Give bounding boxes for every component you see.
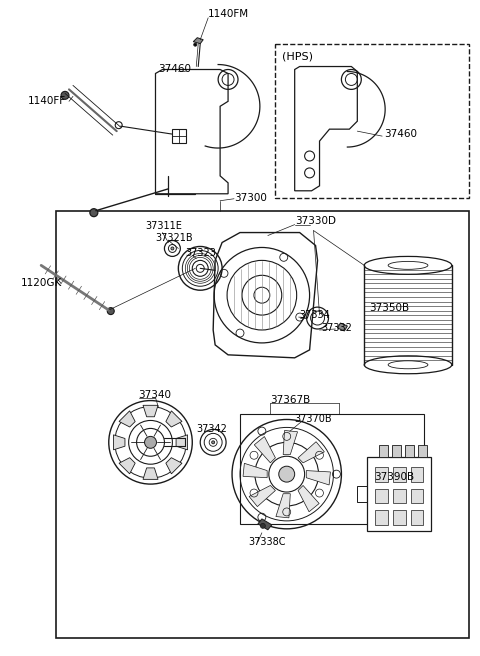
Bar xyxy=(392,445,401,457)
Text: 1120GK: 1120GK xyxy=(21,278,62,288)
Polygon shape xyxy=(166,458,182,474)
Bar xyxy=(367,457,432,531)
Text: 37311E: 37311E xyxy=(145,220,182,231)
Text: 37367B: 37367B xyxy=(270,394,310,405)
Circle shape xyxy=(194,43,197,46)
Polygon shape xyxy=(193,37,203,44)
Text: 37323: 37323 xyxy=(185,249,216,258)
Text: 37330D: 37330D xyxy=(295,216,336,226)
Polygon shape xyxy=(337,323,348,331)
Polygon shape xyxy=(298,441,324,463)
Circle shape xyxy=(61,91,69,99)
Polygon shape xyxy=(176,435,188,450)
Text: (HPS): (HPS) xyxy=(282,52,313,62)
Bar xyxy=(410,510,423,525)
Text: 37350B: 37350B xyxy=(369,303,409,313)
Bar xyxy=(393,489,406,503)
Bar xyxy=(379,445,388,457)
Polygon shape xyxy=(306,470,330,485)
Circle shape xyxy=(279,466,295,482)
Polygon shape xyxy=(276,494,290,518)
Polygon shape xyxy=(143,468,158,480)
Bar xyxy=(240,415,424,524)
Polygon shape xyxy=(113,435,125,450)
Circle shape xyxy=(212,441,215,444)
Text: 37334: 37334 xyxy=(300,310,330,320)
Text: 37460: 37460 xyxy=(158,64,192,73)
Bar xyxy=(410,489,423,503)
Bar xyxy=(56,211,468,638)
Text: 37340: 37340 xyxy=(139,390,171,400)
Circle shape xyxy=(171,247,174,250)
Text: 37370B: 37370B xyxy=(295,415,332,424)
Text: 37390B: 37390B xyxy=(374,472,414,482)
Polygon shape xyxy=(283,430,298,455)
Polygon shape xyxy=(119,458,135,474)
Polygon shape xyxy=(298,485,319,512)
Polygon shape xyxy=(119,411,135,427)
Bar xyxy=(275,44,468,197)
Text: 37342: 37342 xyxy=(196,424,227,434)
Text: 1140FM: 1140FM xyxy=(208,9,249,19)
Circle shape xyxy=(260,523,265,528)
Text: 37338C: 37338C xyxy=(248,537,286,546)
Polygon shape xyxy=(243,463,267,478)
Bar xyxy=(393,466,406,482)
Circle shape xyxy=(107,308,114,315)
Bar xyxy=(375,489,388,503)
Bar xyxy=(375,466,388,482)
Circle shape xyxy=(144,436,156,448)
Polygon shape xyxy=(166,411,182,427)
Polygon shape xyxy=(143,405,158,417)
Polygon shape xyxy=(258,519,272,530)
Polygon shape xyxy=(249,485,276,506)
Text: 37300: 37300 xyxy=(234,193,267,203)
Polygon shape xyxy=(254,436,276,463)
Bar xyxy=(405,445,414,457)
Text: 37332: 37332 xyxy=(322,323,352,333)
Bar xyxy=(375,510,388,525)
Circle shape xyxy=(90,209,98,216)
Text: 37460: 37460 xyxy=(384,129,417,139)
Bar xyxy=(410,466,423,482)
Bar xyxy=(393,510,406,525)
Bar xyxy=(418,445,427,457)
Text: 1140FF: 1140FF xyxy=(28,96,66,106)
Text: 37321B: 37321B xyxy=(156,232,193,243)
